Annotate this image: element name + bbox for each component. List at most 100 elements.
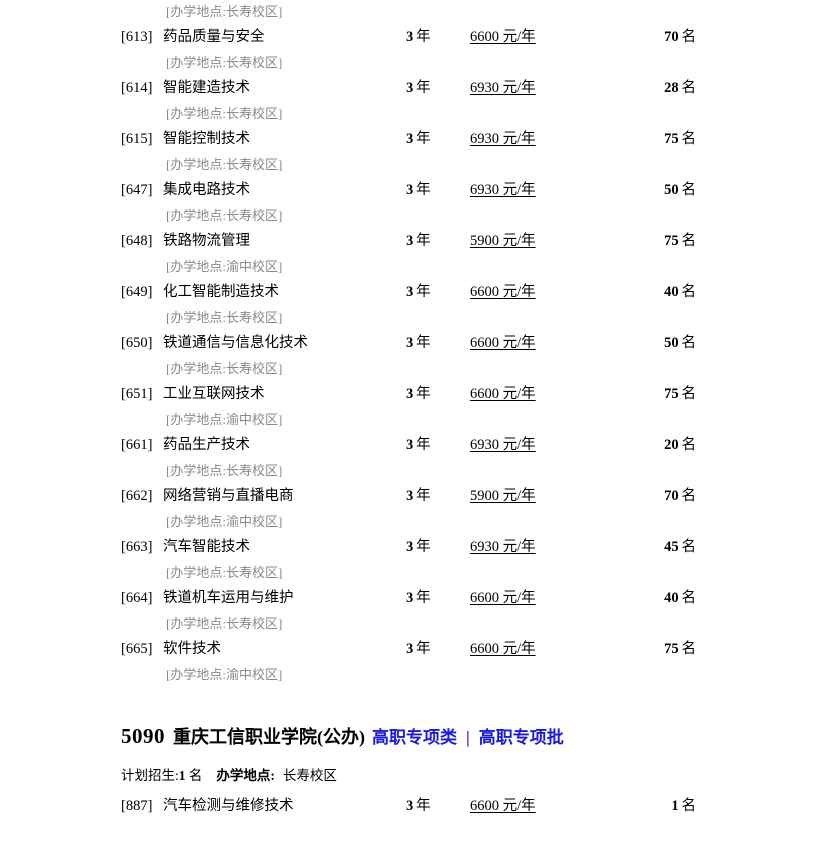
school-code: 5090 [121,724,165,748]
list-item-location: [办学地点:长寿校区] [0,459,820,483]
plan-enrollment-number: 1 [178,768,186,783]
campus-location-label: [办学地点:长寿校区] [166,565,283,580]
major-quota: 20 名 [664,437,696,453]
campus-location-label: [办学地点:长寿校区] [166,106,283,121]
major-quota: 70 名 [664,488,696,504]
list-item-location: [办学地点:渝中校区] [0,510,820,534]
campus-location-label: [办学地点:渝中校区] [166,514,283,529]
major-code: [649] [121,284,153,300]
major-duration: 3 年 [406,590,431,606]
major-name: 化工智能制造技术 [163,284,279,300]
major-code: [662] [121,488,153,504]
table-row: [650] 铁道通信与信息化技术 3 年 6600 元/年 50 名 [0,330,820,357]
major-duration: 3 年 [406,29,431,45]
major-duration: 3 年 [406,798,431,814]
major-duration: 3 年 [406,641,431,657]
major-duration: 3 年 [406,539,431,555]
major-tuition[interactable]: 6600 元/年 [470,641,536,657]
major-duration: 3 年 [406,182,431,198]
table-row: [887] 汽车检测与维修技术 3 年 6600 元/年 1 名 [0,793,820,820]
major-code: [614] [121,80,153,96]
major-tuition[interactable]: 6600 元/年 [470,386,536,402]
major-tuition[interactable]: 6930 元/年 [470,80,536,96]
school-address-label: 办学地点: [216,768,275,783]
major-code: [665] [121,641,153,657]
school-address-value: 长寿校区 [282,768,337,783]
table-row: [663] 汽车智能技术 3 年 6930 元/年 45 名 [0,534,820,561]
major-name: 药品质量与安全 [163,29,265,45]
table-row: [661] 药品生产技术 3 年 6930 元/年 20 名 [0,432,820,459]
major-tuition[interactable]: 6600 元/年 [470,284,536,300]
major-name: 智能控制技术 [163,131,250,147]
category-batch-separator: | [466,728,470,747]
major-tuition[interactable]: 6600 元/年 [470,590,536,606]
major-tuition[interactable]: 6930 元/年 [470,539,536,555]
list-item-location: [办学地点:长寿校区] [0,153,820,177]
campus-location-label: [办学地点:长寿校区] [166,616,283,631]
list-item-location: [办学地点:长寿校区] [0,561,820,585]
campus-location-label: [办学地点:长寿校区] [166,310,283,325]
school-category-link[interactable]: 高职专项类 [372,728,457,747]
campus-location-label: [办学地点:长寿校区] [166,55,283,70]
major-duration: 3 年 [406,284,431,300]
major-code: [651] [121,386,153,402]
list-item-location: [办学地点:长寿校区] [0,357,820,381]
table-row: [651] 工业互联网技术 3 年 6600 元/年 75 名 [0,381,820,408]
campus-location-label: [办学地点:渝中校区] [166,667,283,682]
list-item-location: [办学地点:渝中校区] [0,408,820,432]
major-code: [613] [121,29,153,45]
major-tuition[interactable]: 5900 元/年 [470,233,536,249]
major-code: [647] [121,182,153,198]
major-code: [650] [121,335,153,351]
campus-location-label: [办学地点:长寿校区] [166,361,283,376]
major-tuition[interactable]: 6600 元/年 [470,29,536,45]
school-name: 重庆工信职业学院(公办) [173,727,365,747]
major-name: 铁路物流管理 [163,233,250,249]
major-quota: 70 名 [664,29,696,45]
major-quota: 40 名 [664,590,696,606]
table-row: [615] 智能控制技术 3 年 6930 元/年 75 名 [0,126,820,153]
major-list-primary: [613] 药品质量与安全 3 年 6600 元/年 70 名 [办学地点:长寿校区] [6… [0,24,820,687]
campus-location-label: [办学地点:渝中校区] [166,259,283,274]
campus-location-label: [办学地点:长寿校区] [166,157,283,172]
table-row: [647] 集成电路技术 3 年 6930 元/年 50 名 [0,177,820,204]
major-tuition[interactable]: 6600 元/年 [470,798,536,814]
plan-enrollment-label: 计划招生: [121,768,179,783]
major-name: 汽车智能技术 [163,539,250,555]
school-title-row: 5090 重庆工信职业学院(公办) 高职专项类 | 高职专项批 [0,721,820,751]
list-item-location: [办学地点:长寿校区] [0,612,820,636]
major-tuition[interactable]: 6930 元/年 [470,182,536,198]
major-name: 网络营销与直播电商 [163,488,294,504]
major-code: [648] [121,233,153,249]
table-row: [613] 药品质量与安全 3 年 6600 元/年 70 名 [0,24,820,51]
major-tuition[interactable]: 6600 元/年 [470,335,536,351]
list-item-location: [办学地点:长寿校区] [0,204,820,228]
school-batch-link[interactable]: 高职专项批 [478,728,564,747]
major-duration: 3 年 [406,335,431,351]
major-duration: 3 年 [406,233,431,249]
school-meta-row: 计划招生:1 名办学地点: 长寿校区 [0,763,820,788]
major-duration: 3 年 [406,80,431,96]
major-quota: 1 名 [671,798,696,814]
school-section: 5090 重庆工信职业学院(公办) 高职专项类 | 高职专项批 计划招生: 1 名 办学地点… [0,721,820,820]
major-code: [663] [121,539,153,555]
major-duration: 3 年 [406,131,431,147]
major-quota: 45 名 [664,539,696,555]
list-item-location: [办学地点:长寿校区] [0,51,820,75]
major-name: 集成电路技术 [163,182,250,198]
major-duration: 3 年 [406,437,431,453]
school-major-list: [887] 汽车检测与维修技术 3 年 6600 元/年 1 名 [0,793,820,820]
major-code: [887] [121,798,153,814]
major-quota: 75 名 [664,386,696,402]
major-tuition[interactable]: 6930 元/年 [470,131,536,147]
major-quota: 50 名 [664,335,696,351]
major-name: 铁道通信与信息化技术 [163,335,308,351]
major-tuition[interactable]: 5900 元/年 [470,488,536,504]
campus-location-label: [办学地点:长寿校区] [166,208,283,223]
major-tuition[interactable]: 6930 元/年 [470,437,536,453]
major-quota: 40 名 [664,284,696,300]
major-name: 汽车检测与维修技术 [163,798,294,814]
major-quota: 28 名 [664,80,696,96]
major-code: [615] [121,131,153,147]
